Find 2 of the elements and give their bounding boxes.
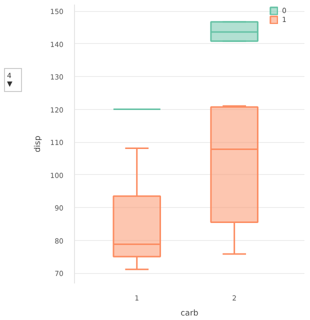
x-axis-title: carb — [180, 308, 198, 318]
y-axis-title: disp — [33, 136, 42, 152]
